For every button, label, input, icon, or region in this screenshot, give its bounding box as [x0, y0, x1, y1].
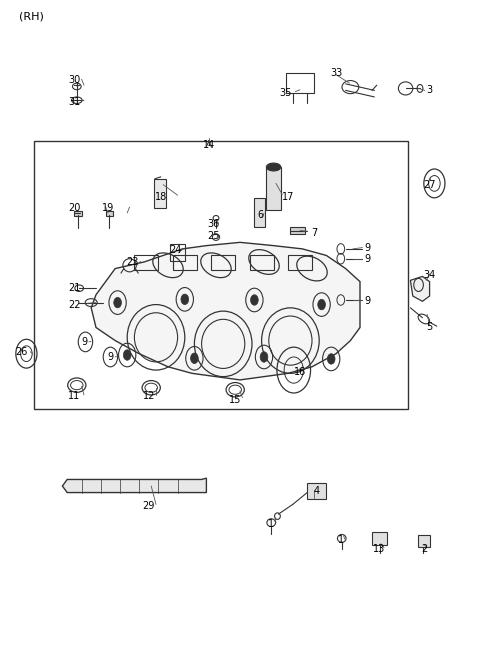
- Text: 22: 22: [68, 299, 81, 310]
- Bar: [290, 227, 305, 234]
- Circle shape: [260, 352, 268, 362]
- Text: 9: 9: [364, 242, 370, 253]
- Bar: [170, 244, 185, 261]
- Text: 25: 25: [207, 231, 220, 241]
- Text: 31: 31: [68, 96, 81, 107]
- Polygon shape: [410, 276, 430, 301]
- Bar: [418, 535, 430, 547]
- Text: 21: 21: [68, 283, 81, 293]
- Circle shape: [181, 294, 189, 305]
- Bar: [307, 483, 326, 499]
- Bar: [254, 198, 265, 227]
- Text: 4: 4: [314, 486, 320, 496]
- Text: 13: 13: [373, 544, 385, 554]
- Text: (RH): (RH): [19, 11, 44, 22]
- Bar: [154, 179, 166, 208]
- Text: 9: 9: [364, 253, 370, 264]
- Text: 20: 20: [68, 203, 81, 214]
- Bar: [266, 167, 281, 210]
- Text: 26: 26: [15, 347, 28, 358]
- Text: 14: 14: [203, 140, 215, 151]
- Circle shape: [318, 299, 325, 310]
- Circle shape: [251, 295, 258, 305]
- Text: 3: 3: [427, 85, 432, 96]
- Text: 30: 30: [68, 75, 81, 85]
- Text: 7: 7: [311, 227, 318, 238]
- Text: 24: 24: [169, 245, 181, 255]
- Text: 2: 2: [421, 544, 428, 554]
- Bar: [288, 255, 312, 270]
- Polygon shape: [91, 242, 360, 380]
- Text: 1: 1: [268, 519, 274, 529]
- Text: 33: 33: [330, 68, 342, 79]
- Bar: [250, 255, 274, 270]
- Text: 9: 9: [108, 352, 113, 362]
- Text: 9: 9: [81, 337, 87, 347]
- Circle shape: [114, 297, 121, 308]
- Bar: [173, 255, 197, 270]
- Circle shape: [327, 354, 335, 364]
- Circle shape: [123, 350, 131, 360]
- Text: 16: 16: [294, 367, 306, 377]
- Text: 29: 29: [143, 500, 155, 511]
- Text: 6: 6: [258, 210, 264, 220]
- Text: 35: 35: [279, 88, 292, 98]
- Bar: [34, 141, 408, 409]
- Text: 18: 18: [155, 191, 167, 202]
- Text: 19: 19: [102, 203, 114, 214]
- Bar: [74, 211, 82, 216]
- Ellipse shape: [266, 163, 281, 171]
- Polygon shape: [62, 478, 206, 493]
- Bar: [106, 211, 113, 216]
- Text: 1: 1: [338, 535, 344, 546]
- Text: 9: 9: [364, 296, 370, 307]
- Circle shape: [191, 353, 198, 364]
- Text: 11: 11: [68, 391, 81, 402]
- Bar: [211, 255, 235, 270]
- Text: 34: 34: [423, 270, 436, 280]
- Text: 12: 12: [143, 391, 155, 402]
- Text: 15: 15: [229, 394, 241, 405]
- Text: 23: 23: [126, 257, 138, 267]
- Text: 36: 36: [207, 219, 220, 229]
- Text: 27: 27: [423, 179, 436, 190]
- Text: 5: 5: [426, 322, 433, 333]
- Bar: [134, 255, 158, 270]
- Text: 17: 17: [282, 191, 294, 202]
- Bar: [372, 532, 387, 545]
- Bar: [286, 73, 314, 93]
